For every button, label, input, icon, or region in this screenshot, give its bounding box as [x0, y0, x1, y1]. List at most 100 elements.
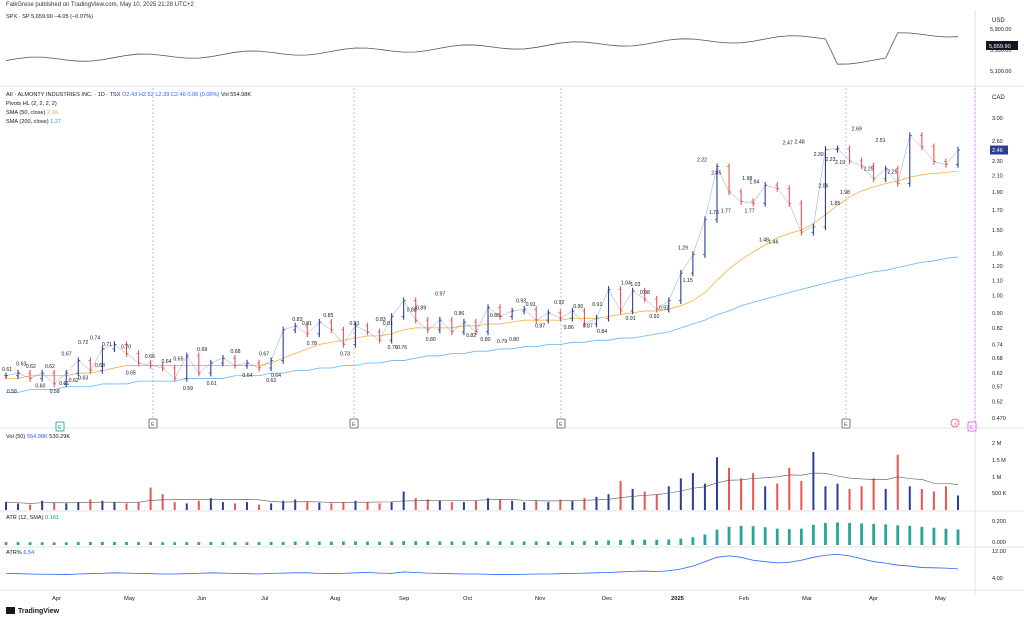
atr-bar — [64, 542, 68, 545]
volume-bar — [270, 503, 273, 510]
volume-bar — [848, 488, 851, 510]
pivot-label: 2.48 — [795, 140, 805, 146]
volume-bar — [221, 502, 224, 510]
atr-bar — [486, 541, 490, 545]
volume-bar — [643, 491, 646, 510]
atrp-line — [5, 553, 959, 575]
main-legend-row: AII · ALMONTY INDUSTRIES INC. · 1D · TSX… — [6, 92, 251, 98]
event-marker-5: E — [970, 425, 974, 431]
volume-bar — [113, 502, 116, 510]
volume-bar — [354, 500, 357, 510]
volume-bar — [595, 496, 598, 510]
volume-bar — [390, 502, 393, 510]
atr-legend[interactable]: ATR (12, SMA) 0.161 — [6, 515, 59, 521]
atr-bar — [631, 539, 635, 545]
pivot-label: 0.63 — [78, 376, 88, 382]
atr-bar — [595, 540, 598, 545]
atr-bar — [329, 541, 333, 545]
split-marker: ⚡ — [953, 421, 959, 428]
volume-bar — [715, 457, 718, 510]
event-marker-box-2 — [349, 418, 359, 429]
pivot-label: 0.58 — [50, 389, 60, 395]
pivot-label: 0.78 — [307, 341, 317, 347]
pivot-label: 2.25 — [887, 169, 897, 175]
volume-bar — [896, 454, 899, 510]
atr-bar — [125, 542, 128, 545]
event-marker-box-5 — [967, 421, 977, 432]
tradingview-logo[interactable]: TradingView — [6, 607, 59, 615]
pivot-label: 2.05 — [711, 171, 721, 177]
atr-bar — [811, 524, 815, 545]
pivot-label: 0.84 — [597, 329, 607, 335]
atr-bar — [426, 541, 430, 545]
volume-legend[interactable]: Vol (50) 554.98K 530.29K — [6, 434, 70, 440]
spx-line — [5, 32, 959, 65]
volume-bar — [462, 502, 465, 510]
sma200-legend[interactable]: SMA (200, close) 1.27 — [6, 119, 61, 125]
x-axis-label: Sep — [399, 596, 409, 602]
tradingview-icon — [6, 607, 15, 614]
volume-bar — [77, 502, 80, 510]
pivot-label: 2.19 — [835, 160, 845, 166]
atrp-y-tick: 12.00 — [992, 549, 1006, 555]
pivot-label: 1.04 — [621, 280, 631, 286]
x-axis-label: 2025 — [671, 596, 685, 602]
volume-bar — [318, 502, 321, 510]
atr-bar — [498, 541, 502, 545]
pivot-label: 1.29 — [678, 246, 688, 252]
pivot-label: 0.82 — [466, 333, 476, 339]
volume-bar — [173, 502, 176, 510]
atr-bar — [824, 522, 827, 545]
atr-bar — [209, 542, 213, 545]
volume-bar — [487, 498, 490, 510]
atr-bar — [197, 542, 201, 545]
main-y-tick: 1.30 — [992, 251, 1003, 257]
atr-bar — [245, 542, 249, 545]
spx-y-tick: 5,100.00 — [990, 69, 1011, 75]
volume-bar — [884, 488, 887, 510]
volume-bar — [800, 481, 803, 510]
x-axis-label: May — [935, 596, 946, 602]
pivot-label: 0.80 — [480, 337, 490, 343]
atr-bar — [101, 541, 104, 545]
volume-bar — [872, 478, 875, 510]
volume-bar — [5, 502, 7, 510]
pivot-label: 1.75 — [709, 210, 719, 216]
sma200-line — [6, 256, 959, 393]
main-y-tick: 0.90 — [992, 311, 1003, 317]
pivot-label: 0.92 — [554, 300, 564, 306]
symbol-title[interactable]: AII · ALMONTY INDUSTRIES INC. · 1D · TSX — [6, 92, 121, 98]
main-y-tick: 3.00 — [992, 116, 1003, 122]
atr-bar — [872, 523, 876, 545]
volume-bar — [920, 488, 923, 510]
pivot-label: 0.67 — [259, 352, 269, 358]
main-price-tag — [990, 145, 1008, 155]
atr-bar — [727, 526, 731, 545]
event-marker-box-4 — [841, 418, 851, 429]
spx-value: 5,659.90 — [31, 14, 53, 20]
event-marker-4: E — [844, 422, 848, 428]
pivot-label: 2.30 — [814, 152, 824, 158]
main-y-tick: 0.74 — [992, 342, 1003, 348]
atrp-label: ATR% — [6, 550, 22, 556]
atr-bar — [185, 542, 189, 545]
pivot-label: 0.62 — [69, 378, 79, 384]
pivot-label: 0.80 — [426, 337, 436, 343]
volume-bar — [703, 483, 706, 510]
volume-bar — [294, 499, 297, 510]
atrp-legend[interactable]: ATR% 6.54 — [6, 550, 34, 556]
atr-bar — [763, 527, 767, 545]
atr-bar — [522, 541, 526, 545]
pivots-legend[interactable]: Pivots HL (2, 2, 2, 2) — [6, 101, 57, 107]
volume-bar — [342, 502, 345, 510]
pivot-label: 0.65 — [126, 370, 136, 376]
pivot-label: 0.91 — [592, 302, 602, 308]
volume-bar — [752, 473, 755, 510]
x-axis-label: Dec — [602, 596, 612, 602]
pivot-label: 0.81 — [383, 321, 393, 327]
sma50-legend[interactable]: SMA (50, close) 2.16 — [6, 110, 58, 116]
spx-currency: USD — [992, 18, 1005, 24]
volume-value: 554.98K — [26, 434, 48, 440]
pivot-label: 0.88 — [407, 307, 417, 313]
volume-bar — [499, 499, 502, 510]
